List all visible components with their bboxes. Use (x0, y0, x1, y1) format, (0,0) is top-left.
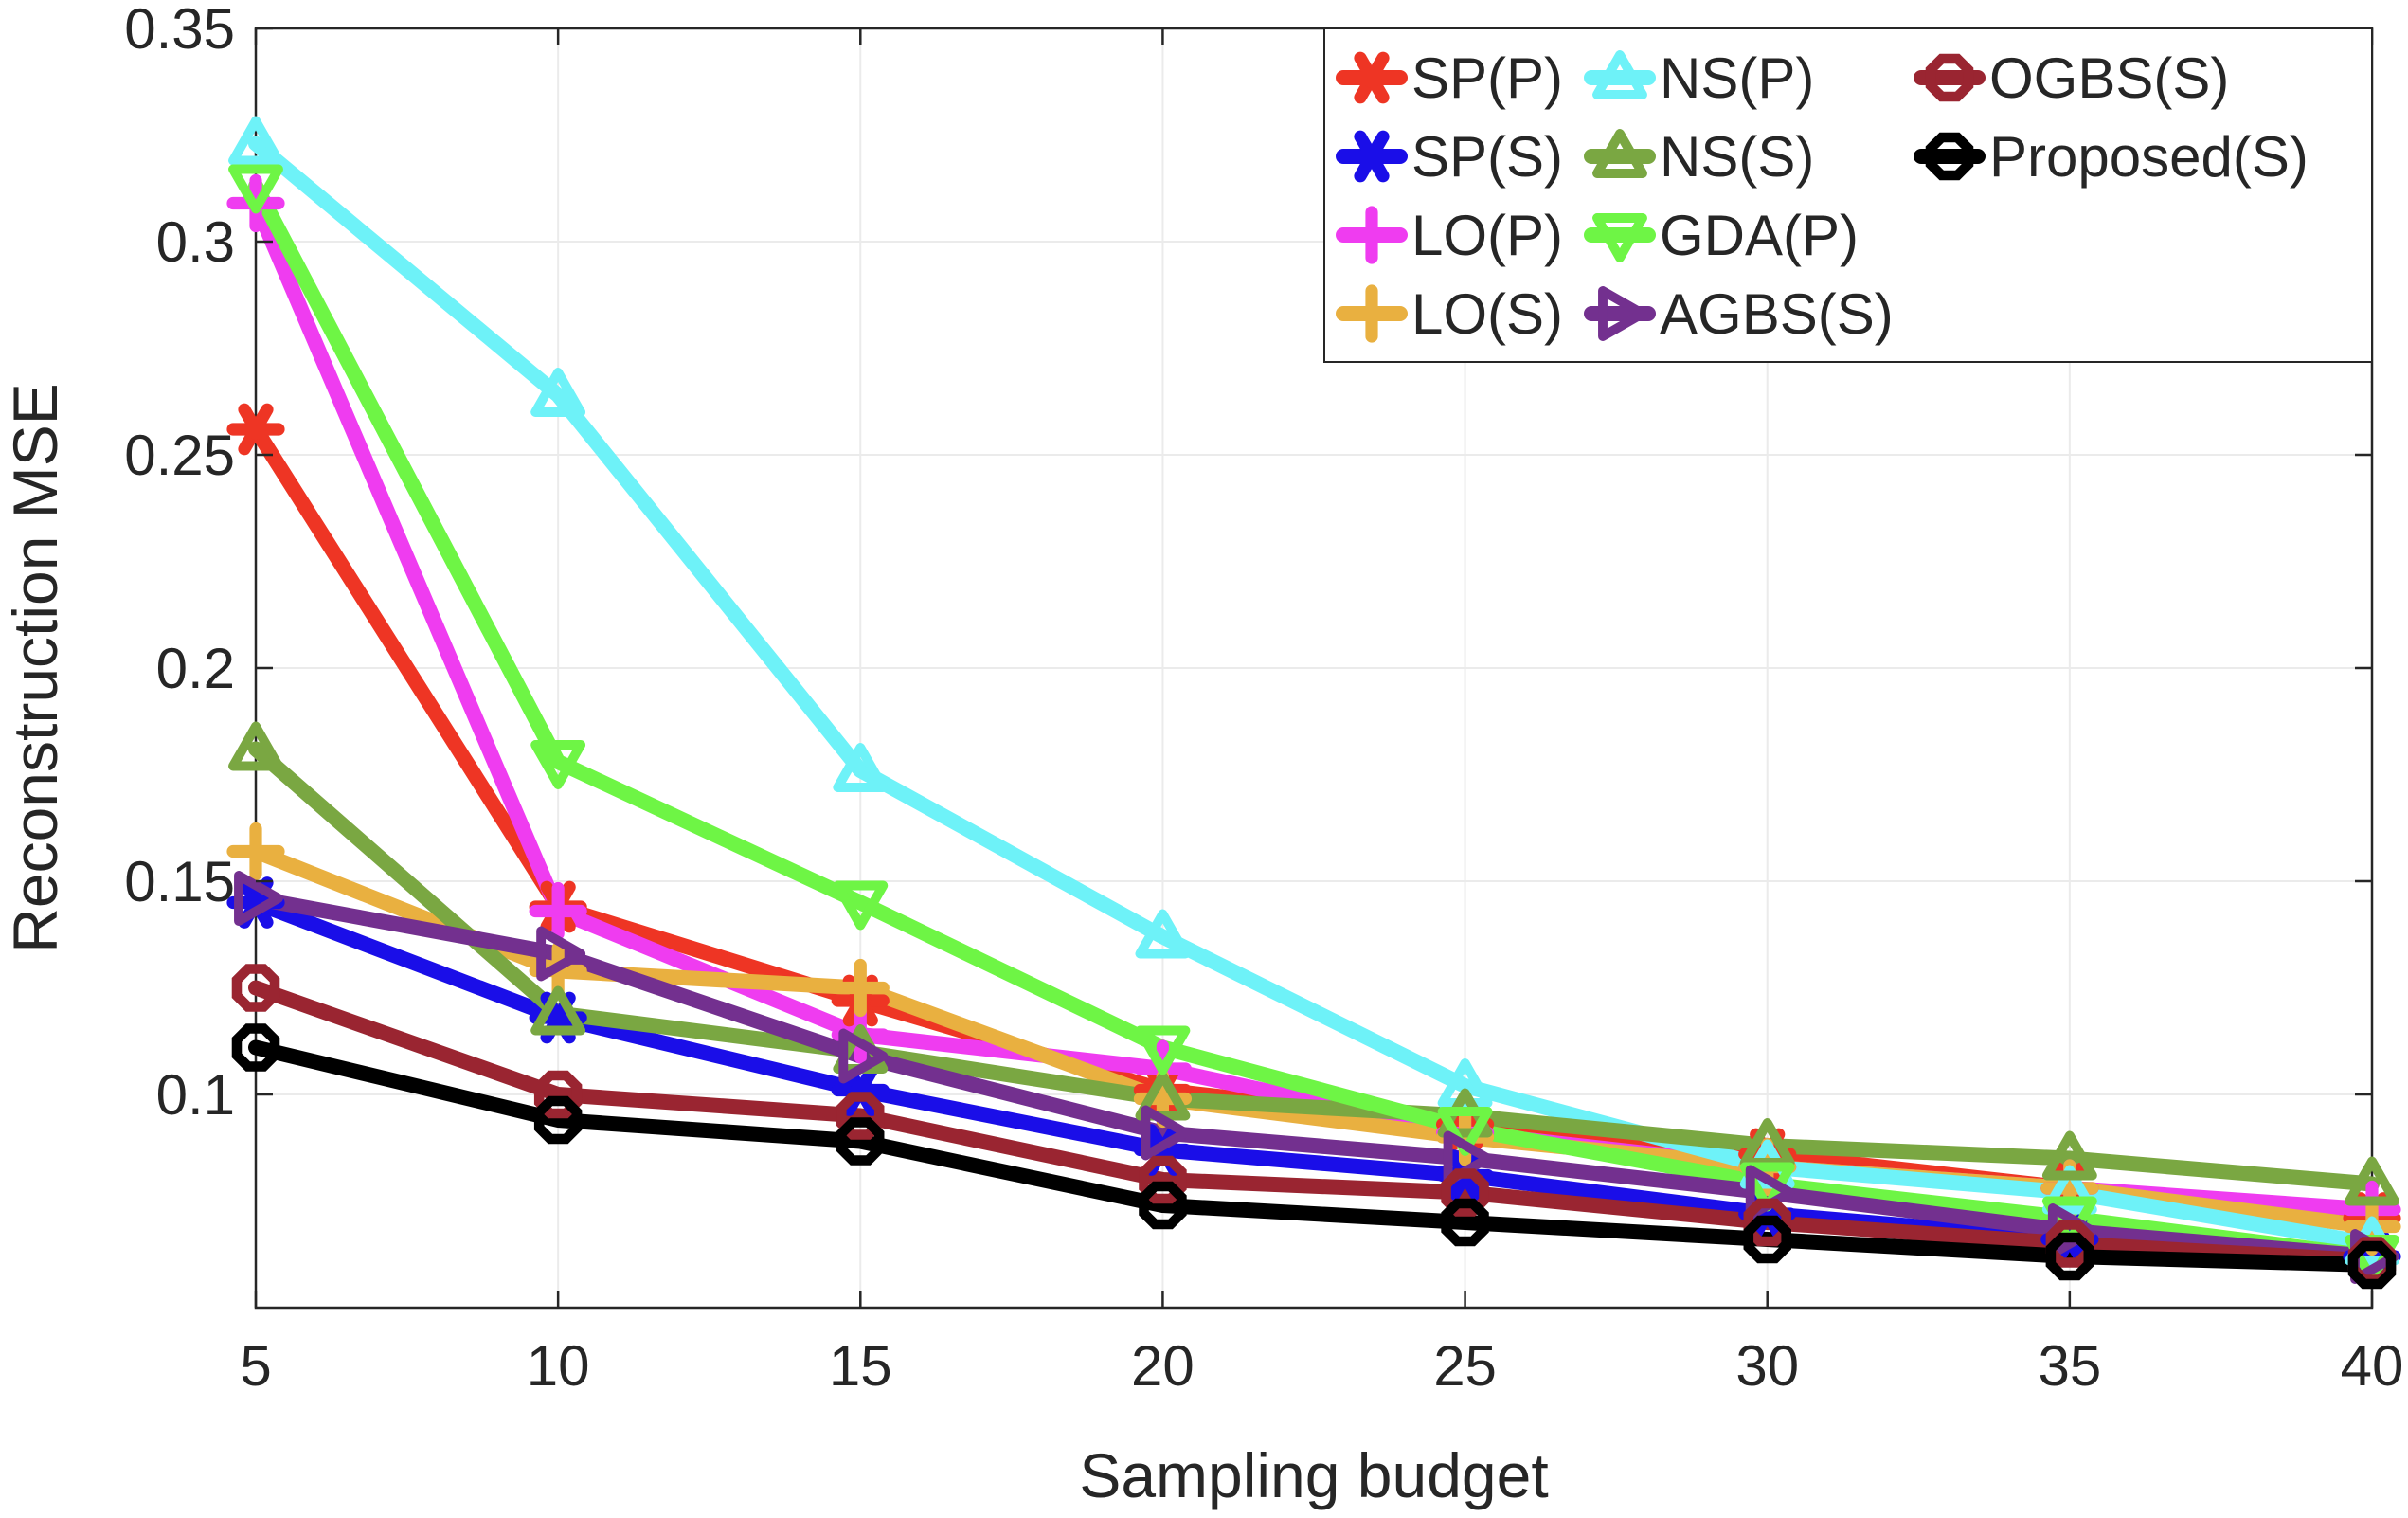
legend-marker (1342, 130, 1401, 183)
series-line-ns-s (248, 741, 2380, 1192)
data-point-agbs-s (234, 871, 283, 926)
legend-entry-sp-p: SP(P) (1336, 46, 1563, 110)
x-tick-label: 30 (1735, 1334, 1799, 1398)
x-tick-label: 35 (2038, 1334, 2101, 1398)
y-axis-title: Reconstruction MSE (0, 383, 70, 953)
legend-label: Proposed(S) (1989, 125, 2309, 189)
data-point-gda-p (530, 740, 586, 789)
data-point-lo-s (226, 822, 285, 881)
data-point-proposed-s (231, 1023, 280, 1072)
x-tick-label: 20 (1131, 1334, 1195, 1398)
legend-entry-ns-p: NS(P) (1584, 46, 1814, 110)
data-point-lo-p (529, 881, 587, 941)
legend-marker (1925, 132, 1974, 181)
data-point-gda-p (1135, 1025, 1191, 1075)
legend-entry-lo-s: LO(S) (1336, 282, 1563, 346)
legend-marker (1342, 51, 1401, 104)
data-point-ns-p (530, 368, 586, 417)
data-point-proposed-s (2045, 1232, 2094, 1281)
data-point-gda-p (228, 164, 283, 214)
data-point-ns-p (1437, 1058, 1493, 1108)
data-point-ogbs-s (2045, 1220, 2094, 1268)
y-axis-ticks: 0.1 0.15 0.2 0.25 0.3 0.35 (124, 0, 2372, 1127)
data-point-gda-p (833, 880, 889, 931)
x-tick-label: 25 (1433, 1334, 1497, 1398)
data-point-proposed-s (533, 1095, 583, 1145)
data-point-proposed-s (1441, 1198, 1489, 1247)
legend-marker (1598, 286, 1647, 341)
x-tick-label: 15 (829, 1334, 892, 1398)
data-point-ns-p (1135, 909, 1191, 959)
data-point-proposed-s (1139, 1181, 1187, 1230)
y-tick-label: 0.3 (156, 210, 235, 274)
legend-marker (1592, 129, 1647, 178)
legend-label: NS(S) (1660, 125, 1814, 189)
data-point-lo-s (831, 958, 890, 1018)
legend-box (1323, 27, 2373, 363)
data-point-agbs-s (838, 1028, 889, 1084)
series-markers (226, 116, 2401, 1290)
legend-marker (1925, 53, 1974, 102)
legend-entry-sp-s: SP(S) (1336, 125, 1563, 189)
data-point-ogbs-s (1743, 1198, 1791, 1247)
data-point-ns-p (228, 116, 283, 166)
data-point-agbs-s (536, 926, 586, 982)
legend-label: GDA(P) (1660, 204, 1859, 267)
legend-entry-ns-s: NS(S) (1584, 125, 1814, 189)
data-point-proposed-s (1743, 1215, 1791, 1264)
x-tick-label: 10 (527, 1334, 590, 1398)
legend-entry-ogbs-s: OGBS(S) (1914, 46, 2229, 110)
legend-entry-agbs-s: AGBS(S) (1584, 282, 1894, 346)
data-point-sp-p (226, 403, 285, 456)
data-point-ns-s (228, 721, 283, 771)
legend-marker (1592, 213, 1647, 262)
data-point-proposed-s (2347, 1240, 2397, 1290)
data-point-ns-s (530, 985, 586, 1036)
legend-entry-proposed-s: Proposed(S) (1914, 125, 2309, 189)
data-point-ns-p (2041, 1165, 2097, 1215)
legend-marker (1342, 206, 1401, 264)
legend-label: SP(P) (1411, 46, 1563, 110)
series-line-ns-p (248, 136, 2380, 1252)
series-line-proposed-s (248, 1039, 2380, 1273)
x-axis-ticks: 5 10 15 20 25 30 35 40 (240, 28, 2403, 1398)
legend-label: OGBS(S) (1989, 46, 2229, 110)
legend-label: AGBS(S) (1660, 282, 1894, 346)
x-tick-label: 40 (2341, 1334, 2404, 1398)
data-point-ogbs-s (1139, 1155, 1187, 1204)
data-point-ogbs-s (231, 964, 280, 1012)
data-point-ns-s (2041, 1130, 2097, 1181)
y-tick-label: 0.35 (124, 0, 235, 61)
series-lines (248, 136, 2380, 1273)
data-point-ns-p (833, 743, 889, 792)
legend-entry-gda-p: GDA(P) (1584, 204, 1859, 267)
y-tick-label: 0.1 (156, 1063, 235, 1127)
legend: SP(P) SP(S) LO(P) LO(S) NS(P) NS(S) GDA(P) AGBS… (1323, 27, 2373, 363)
legend-marker (1342, 284, 1401, 343)
data-point-proposed-s (836, 1117, 885, 1166)
data-point-agbs-s (1141, 1105, 1191, 1161)
series-line-ogbs-s (248, 980, 2380, 1269)
data-point-gda-p (1437, 1107, 1493, 1156)
data-point-ogbs-s (1441, 1168, 1489, 1217)
legend-label: SP(S) (1411, 125, 1563, 189)
y-tick-label: 0.15 (124, 850, 235, 913)
x-tick-label: 5 (240, 1334, 271, 1398)
legend-label: LO(S) (1411, 282, 1563, 346)
data-point-ogbs-s (836, 1092, 885, 1140)
data-point-ogbs-s (533, 1070, 583, 1119)
x-axis-title: Sampling budget (1079, 1440, 1548, 1510)
y-tick-label: 0.2 (156, 637, 235, 700)
series-line-gda-p (248, 178, 2380, 1264)
legend-marker (1592, 50, 1647, 99)
data-point-ns-s (2345, 1156, 2399, 1206)
y-tick-label: 0.25 (124, 424, 235, 487)
legend-entry-lo-p: LO(P) (1336, 204, 1563, 267)
legend-label: NS(P) (1660, 46, 1814, 110)
legend-label: LO(P) (1411, 204, 1563, 267)
series-line-agbs-s (248, 891, 2380, 1264)
